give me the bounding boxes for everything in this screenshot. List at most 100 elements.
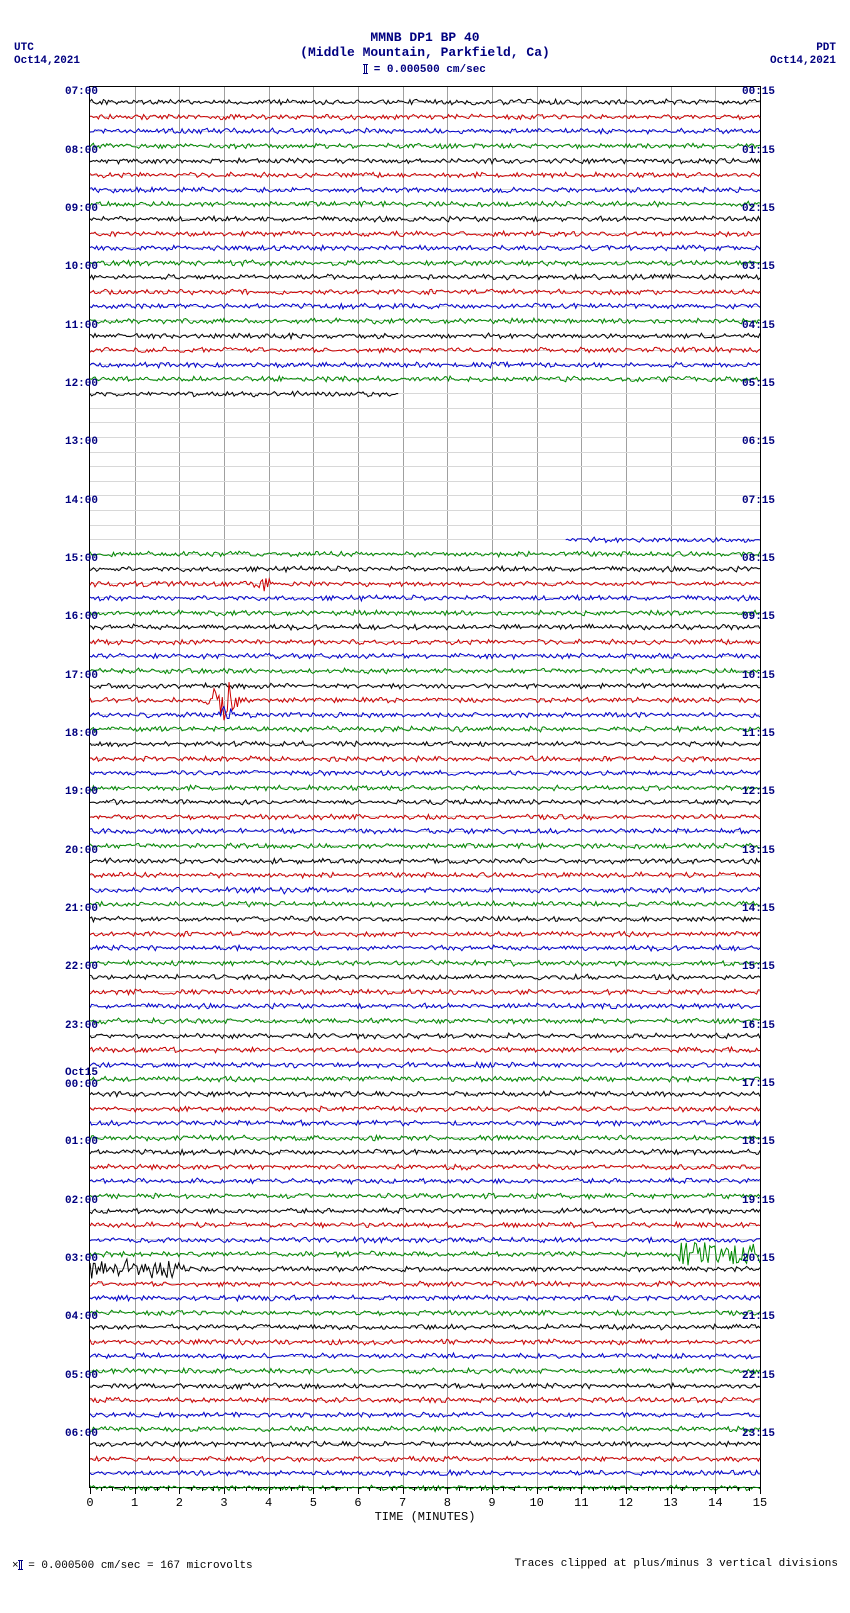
utc-hour-label: 17:00	[58, 670, 98, 682]
x-tick-label: 5	[310, 1496, 317, 1510]
x-tick-minor	[514, 1488, 515, 1491]
x-tick	[313, 1488, 314, 1494]
x-tick-label: 14	[708, 1496, 722, 1510]
x-tick	[179, 1488, 180, 1494]
x-tick-minor	[738, 1488, 739, 1491]
x-tick-minor	[246, 1488, 247, 1491]
utc-hour-label: 18:00	[58, 728, 98, 740]
seismogram-page: UTC Oct14,2021 PDT Oct14,2021 MMNB DP1 B…	[0, 0, 850, 1592]
x-tick-minor	[648, 1488, 649, 1491]
x-tick	[626, 1488, 627, 1494]
x-axis: TIME (MINUTES) 0123456789101112131415	[90, 1488, 760, 1528]
seismogram-plot	[89, 86, 761, 1488]
x-tick-minor	[112, 1488, 113, 1491]
tz-left-date: Oct14,2021	[14, 55, 80, 68]
footer-left-text: = 0.000500 cm/sec = 167 microvolts	[28, 1560, 252, 1572]
x-tick-label: 15	[753, 1496, 767, 1510]
gridline-horizontal	[90, 466, 760, 467]
tz-left-block: UTC Oct14,2021	[14, 42, 80, 68]
header-scale: = 0.000500 cm/sec	[0, 62, 850, 76]
x-tick-label: 7	[399, 1496, 406, 1510]
pdt-hour-label: 18:15	[742, 1136, 792, 1148]
x-tick-label: 4	[265, 1496, 272, 1510]
gridline-horizontal	[90, 510, 760, 511]
x-tick-minor	[392, 1488, 393, 1491]
x-tick-label: 8	[444, 1496, 451, 1510]
footer-right: Traces clipped at plus/minus 3 vertical …	[515, 1558, 838, 1572]
x-tick	[358, 1488, 359, 1494]
x-tick-label: 1	[131, 1496, 138, 1510]
gridline-horizontal	[90, 452, 760, 453]
pdt-hour-label: 22:15	[742, 1370, 792, 1382]
x-tick	[760, 1488, 761, 1494]
x-tick-minor	[548, 1488, 549, 1491]
pdt-hour-label: 00:15	[742, 86, 792, 98]
gridline-horizontal	[90, 481, 760, 482]
x-tick-minor	[235, 1488, 236, 1491]
x-tick-minor	[559, 1488, 560, 1491]
x-tick-minor	[291, 1488, 292, 1491]
x-tick-label: 3	[220, 1496, 227, 1510]
pdt-hour-label: 04:15	[742, 320, 792, 332]
pdt-hour-label: 15:15	[742, 961, 792, 973]
x-tick-minor	[503, 1488, 504, 1491]
x-tick-label: 11	[574, 1496, 588, 1510]
pdt-hour-label: 02:15	[742, 203, 792, 215]
x-tick-minor	[481, 1488, 482, 1491]
utc-hour-label: 02:00	[58, 1195, 98, 1207]
pdt-hour-label: 06:15	[742, 436, 792, 448]
utc-hour-label: 13:00	[58, 436, 98, 448]
header: MMNB DP1 BP 40 (Middle Mountain, Parkfie…	[0, 0, 850, 76]
footer-left: × = 0.000500 cm/sec = 167 microvolts	[12, 1558, 253, 1572]
x-tick-label: 12	[619, 1496, 633, 1510]
x-tick	[90, 1488, 91, 1494]
x-tick-minor	[168, 1488, 169, 1491]
pdt-hour-label: 08:15	[742, 553, 792, 565]
x-tick-minor	[414, 1488, 415, 1491]
tz-left-label: UTC	[14, 42, 80, 55]
utc-hour-label: 05:00	[58, 1370, 98, 1382]
x-tick	[269, 1488, 270, 1494]
pdt-hour-label: 01:15	[742, 145, 792, 157]
x-tick	[537, 1488, 538, 1494]
pdt-hour-label: 12:15	[742, 786, 792, 798]
x-tick-label: 2	[176, 1496, 183, 1510]
utc-hour-label: 20:00	[58, 845, 98, 857]
x-tick-minor	[749, 1488, 750, 1491]
utc-hour-label: 07:00	[58, 86, 98, 98]
pdt-hour-label: 16:15	[742, 1020, 792, 1032]
x-tick	[492, 1488, 493, 1494]
x-tick-minor	[280, 1488, 281, 1491]
x-tick-minor	[526, 1488, 527, 1491]
pdt-hour-label: 13:15	[742, 845, 792, 857]
x-tick	[581, 1488, 582, 1494]
x-tick-label: 10	[529, 1496, 543, 1510]
x-tick-minor	[202, 1488, 203, 1491]
scale-bar-icon	[364, 64, 367, 74]
x-tick-minor	[302, 1488, 303, 1491]
x-tick-minor	[325, 1488, 326, 1491]
utc-hour-label: 01:00	[58, 1136, 98, 1148]
utc-hour-label: 16:00	[58, 611, 98, 623]
x-tick-minor	[369, 1488, 370, 1491]
x-tick-minor	[336, 1488, 337, 1491]
utc-hour-label: 15:00	[58, 553, 98, 565]
seismic-trace	[90, 386, 760, 400]
x-tick-minor	[615, 1488, 616, 1491]
utc-hour-label: 12:00	[58, 378, 98, 390]
utc-hour-label: Oct15 00:00	[58, 1067, 98, 1091]
x-tick-minor	[637, 1488, 638, 1491]
utc-hour-label: 11:00	[58, 320, 98, 332]
utc-hour-label: 19:00	[58, 786, 98, 798]
x-tick-minor	[693, 1488, 694, 1491]
x-tick-minor	[146, 1488, 147, 1491]
utc-hour-label: 21:00	[58, 903, 98, 915]
utc-hour-label: 09:00	[58, 203, 98, 215]
pdt-hour-label: 05:15	[742, 378, 792, 390]
x-tick	[447, 1488, 448, 1494]
x-tick-minor	[101, 1488, 102, 1491]
gridline-horizontal	[90, 495, 760, 496]
utc-hour-label: 14:00	[58, 495, 98, 507]
pdt-hour-label: 17:15	[742, 1078, 792, 1090]
x-tick-minor	[425, 1488, 426, 1491]
